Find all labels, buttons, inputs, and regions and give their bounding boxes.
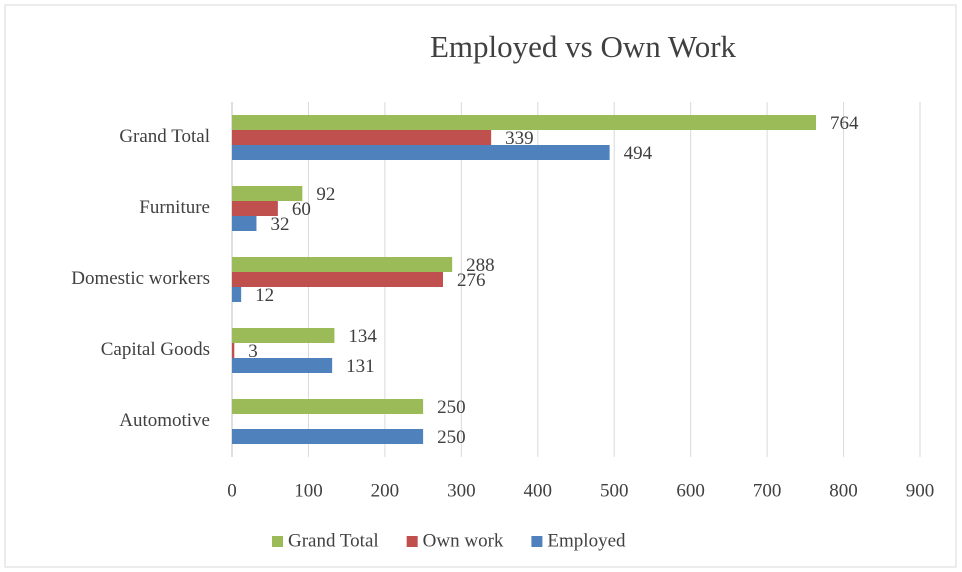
x-tick-label: 300 [447,480,476,501]
bar [232,145,610,160]
data-label: 3 [248,341,258,362]
bar [232,287,242,302]
bar [232,272,443,287]
data-label: 92 [316,184,335,205]
x-tick-label: 500 [600,480,629,501]
legend-swatch [272,536,283,547]
legend-label: Employed [547,530,626,551]
y-tick-label: Capital Goods [101,339,210,360]
data-label: 131 [346,356,375,377]
data-label: 494 [624,143,653,164]
bar [232,328,335,343]
x-tick-label: 700 [753,480,782,501]
x-tick-label: 900 [906,480,935,501]
bar [232,343,235,358]
data-label: 276 [457,270,486,291]
legend-swatch [531,536,543,547]
x-tick-label: 200 [371,480,400,501]
bar [232,257,453,272]
data-label: 60 [292,199,311,220]
legend-swatch [406,536,418,547]
x-tick-label: 400 [524,480,553,501]
y-tick-label: Automotive [119,410,210,431]
bar [232,115,817,130]
data-label: 250 [437,427,466,448]
data-label: 12 [255,285,274,306]
data-label: 764 [830,113,859,134]
y-tick-label: Domestic workers [71,268,210,289]
x-tick-label: 800 [829,480,858,501]
chart-title: Employed vs Own Work [430,29,737,64]
bar [232,130,492,145]
bar [232,186,303,201]
legend-label: Own work [423,530,504,551]
data-label: 250 [437,397,466,418]
x-tick-label: 100 [294,480,323,501]
data-label: 32 [270,214,289,235]
bar [232,201,278,216]
bar [232,429,424,444]
data-label: 288 [466,255,495,276]
bar [232,358,333,373]
data-label: 339 [505,128,534,149]
data-label: 134 [348,326,377,347]
chart-frame [4,4,957,568]
legend-label: Grand Total [288,530,379,551]
y-tick-label: Furniture [139,197,210,218]
y-tick-label: Grand Total [119,126,210,147]
x-tick-label: 0 [227,480,237,501]
bar [232,399,424,414]
bar [232,216,257,231]
x-tick-label: 600 [676,480,705,501]
